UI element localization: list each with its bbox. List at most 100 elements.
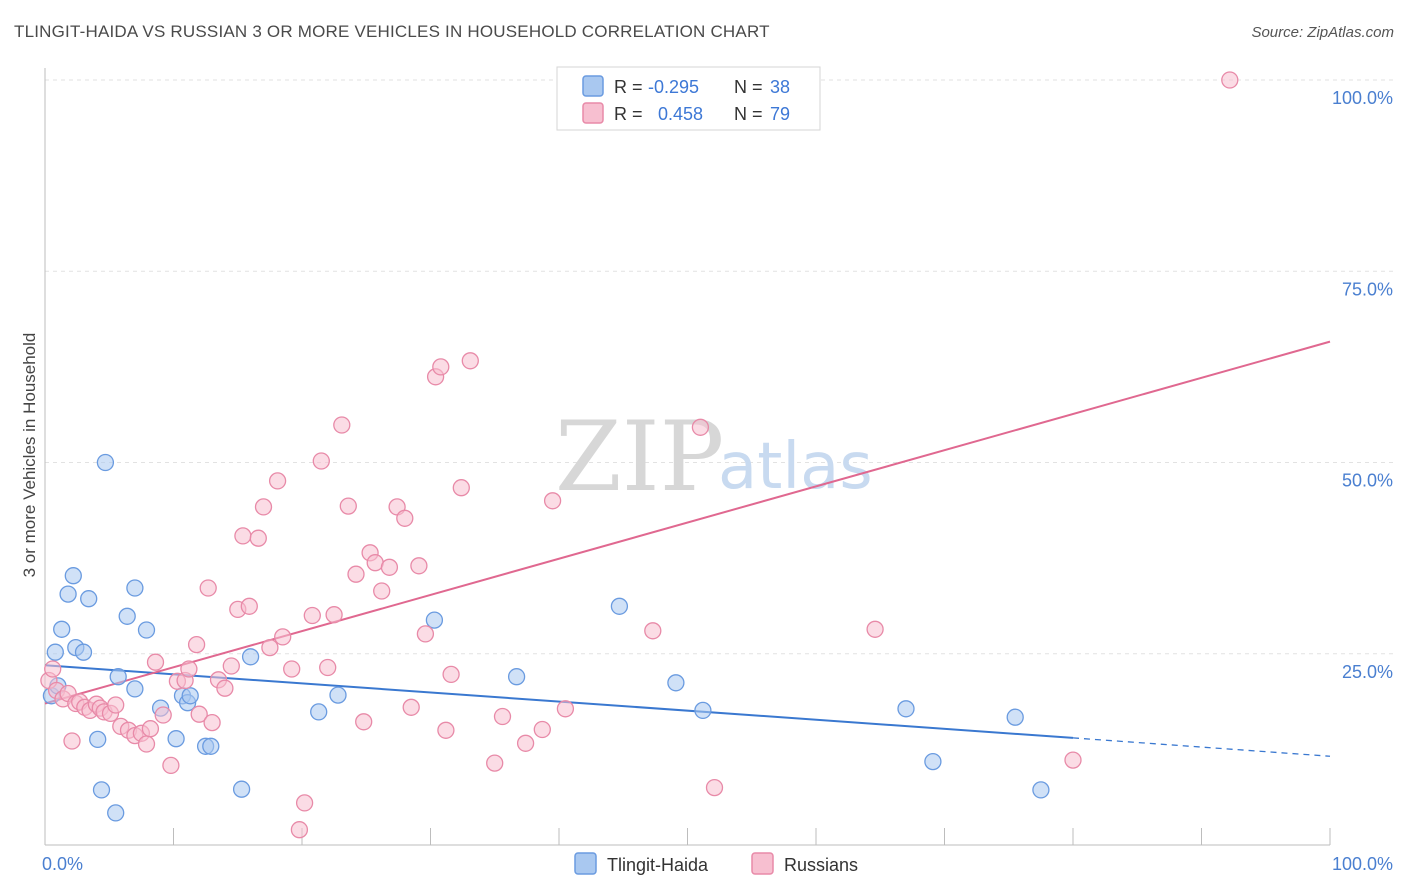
point-tlingit-27	[310, 703, 328, 721]
point-russians-64	[437, 721, 455, 739]
data-points	[40, 71, 1239, 839]
point-russians-33	[222, 657, 240, 675]
point-tlingit-36	[1006, 708, 1024, 726]
point-russians-58	[396, 509, 414, 527]
y-tick-label-2: 75.0%	[1342, 279, 1393, 299]
trend-line-tlingit-haida	[44, 664, 1074, 739]
point-russians-41	[274, 628, 292, 646]
legend-swatch-tlingit-haida	[574, 852, 597, 875]
point-tlingit-10	[92, 781, 111, 799]
y-tick-label-0: 25.0%	[1342, 662, 1393, 682]
point-russians-20	[141, 720, 160, 738]
point-russians-65	[442, 665, 460, 684]
point-russians-78	[1064, 751, 1082, 769]
point-tlingit-26	[241, 648, 260, 666]
point-russians-79	[1221, 71, 1239, 89]
source-credit: Source: ZipAtlas.com	[1251, 24, 1394, 41]
legend-label-russians: Russians	[784, 855, 858, 875]
point-russians-56	[380, 558, 399, 576]
point-russians-63	[432, 358, 450, 376]
point-russians-26	[180, 660, 198, 678]
point-russians-48	[325, 606, 343, 624]
point-russians-38	[254, 498, 273, 516]
stats-r-label-russians: R =	[614, 104, 643, 124]
point-russians-35	[234, 527, 252, 545]
point-tlingit-29	[425, 611, 444, 629]
stats-legend: R = -0.295 N = 38 R = 0.458 N = 79	[556, 66, 821, 131]
point-tlingit-31	[610, 597, 629, 615]
point-russians-45	[303, 606, 321, 625]
grid-lines	[45, 79, 1395, 655]
point-russians-70	[516, 734, 535, 752]
point-tlingit-7	[74, 643, 93, 661]
point-tlingit-24	[202, 737, 220, 755]
point-tlingit-11	[96, 453, 115, 472]
point-russians-47	[319, 658, 337, 677]
point-russians-27	[187, 635, 206, 654]
point-russians-74	[644, 622, 662, 640]
point-tlingit-28	[329, 686, 347, 704]
watermark-zip: ZIP	[555, 401, 724, 513]
point-russians-71	[533, 720, 551, 739]
trend-line-russians	[44, 340, 1331, 705]
point-russians-39	[261, 638, 279, 657]
point-tlingit-15	[126, 680, 144, 698]
point-russians-77	[866, 620, 884, 638]
point-tlingit-1	[46, 643, 64, 661]
point-russians-54	[366, 554, 384, 572]
point-tlingit-4	[59, 585, 77, 603]
point-russians-66	[452, 479, 470, 497]
point-russians-44	[295, 794, 314, 812]
point-russians-28	[190, 705, 208, 723]
point-tlingit-8	[80, 590, 98, 608]
legend-swatch-russians	[751, 852, 774, 875]
point-tlingit-35	[924, 752, 942, 771]
legend-label-tlingit-haida: Tlingit-Haida	[607, 855, 709, 875]
y-tick-label-1: 50.0%	[1342, 471, 1393, 491]
point-russians-46	[312, 452, 330, 470]
point-russians-32	[216, 679, 234, 697]
point-russians-76	[705, 778, 724, 797]
x-tick-label-1: 100.0%	[1332, 854, 1393, 874]
stats-n-label-tlingit: N =	[734, 77, 763, 97]
point-russians-73	[556, 700, 575, 718]
point-russians-36	[240, 597, 258, 615]
y-tick-label-3: 100.0%	[1332, 88, 1393, 108]
watermark: ZIP atlas	[555, 401, 873, 513]
point-tlingit-17	[137, 621, 156, 639]
x-tick-labels: 0.0% 100.0%	[42, 854, 1393, 874]
point-russians-50	[339, 497, 357, 515]
point-russians-42	[283, 660, 301, 678]
point-russians-68	[486, 754, 504, 772]
point-russians-37	[249, 529, 267, 547]
point-tlingit-25	[232, 780, 251, 798]
series-russians	[40, 71, 1239, 839]
stats-legend-swatch-tlingit	[582, 75, 604, 97]
point-tlingit-3	[53, 620, 71, 638]
point-russians-61	[416, 625, 435, 643]
point-russians-30	[203, 713, 221, 732]
point-russians-5	[63, 732, 81, 750]
point-tlingit-30	[507, 668, 526, 686]
point-russians-43	[290, 821, 309, 839]
series-tlingit-haida	[42, 453, 1050, 822]
series-legend: Tlingit-Haida Russians	[574, 852, 858, 875]
point-russians-49	[333, 416, 351, 434]
point-russians-29	[199, 579, 217, 597]
point-russians-14	[107, 696, 125, 714]
point-russians-52	[355, 713, 373, 731]
point-tlingit-37	[1032, 781, 1050, 799]
point-russians-72	[543, 492, 562, 510]
x-tick-label-0: 0.0%	[42, 854, 83, 874]
stats-n-value-russians: 79	[770, 104, 790, 124]
point-russians-22	[154, 706, 172, 724]
point-tlingit-32	[667, 674, 685, 692]
stats-legend-swatch-russians	[582, 102, 604, 124]
point-russians-51	[347, 565, 365, 583]
point-russians-67	[461, 352, 479, 370]
stats-n-value-tlingit: 38	[770, 77, 790, 97]
point-tlingit-5	[64, 567, 82, 585]
point-russians-59	[402, 698, 420, 716]
point-tlingit-16	[126, 579, 144, 597]
stats-r-value-tlingit: -0.295	[648, 77, 699, 97]
